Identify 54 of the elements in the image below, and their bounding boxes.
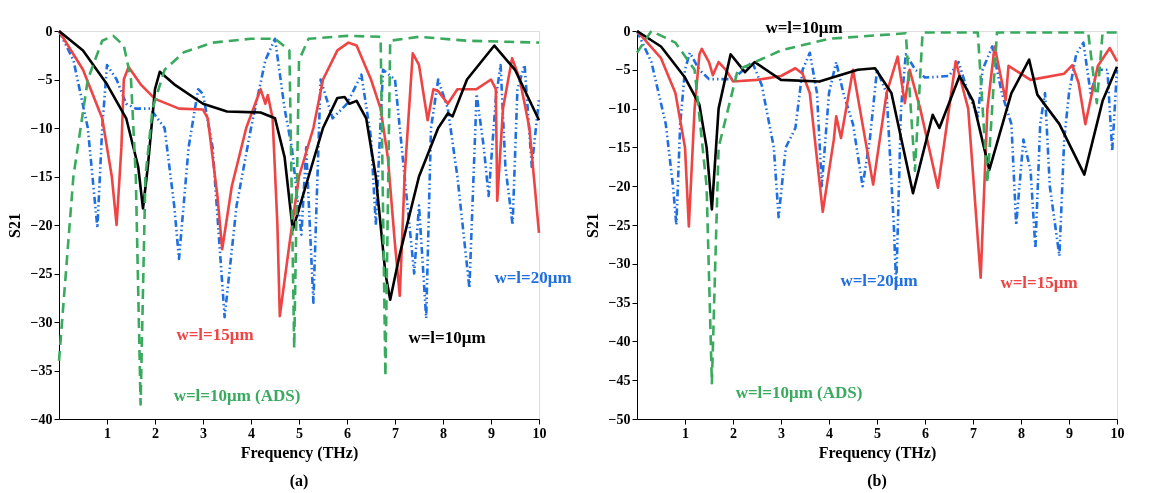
x-tick-label: 6 (344, 425, 351, 441)
series-label: w=l=20μm (840, 271, 918, 290)
x-tick-label: 4 (826, 425, 833, 441)
y-tick-label: −35 (30, 363, 53, 378)
x-tick-label: 1 (682, 425, 689, 441)
x-tick-label: 9 (1066, 425, 1073, 441)
x-tick-label: 2 (730, 425, 737, 441)
x-tick-label: 8 (1018, 425, 1025, 441)
y-tick-label: −15 (30, 169, 53, 184)
y-tick-label: −15 (608, 139, 631, 155)
y-tick-label: −20 (608, 178, 631, 194)
x-tick-label: 2 (152, 425, 159, 441)
y-tick-label: −50 (608, 411, 631, 427)
y-tick-label: −45 (608, 372, 631, 388)
y-tick-label: −5 (37, 72, 53, 87)
y-tick-label: 0 (45, 23, 53, 39)
y-axis-title: S21 (583, 213, 601, 238)
x-tick-label: 3 (200, 425, 207, 441)
x-tick-label: 9 (488, 425, 495, 441)
x-tick-label: 10 (1110, 425, 1125, 441)
y-axis-title: S21 (5, 213, 23, 238)
series-label: w=l=10μm (765, 18, 843, 37)
text: (a) (289, 472, 309, 490)
y-tick-label: −40 (608, 333, 631, 349)
x-tick-label: 5 (874, 425, 881, 441)
x-tick-label: 6 (922, 425, 929, 441)
y-tick-label: −25 (30, 266, 53, 281)
x-tick-label: 10 (532, 425, 547, 441)
y-tick-label: −20 (30, 217, 53, 233)
x-tick-label: 4 (248, 425, 255, 441)
series-label: w=l=15μm (1000, 273, 1078, 292)
x-axis-title: Frequency (THz) (818, 443, 937, 462)
x-tick-label: 3 (778, 425, 785, 441)
series-label: w=l=10μm (ADS) (735, 383, 863, 402)
x-tick-label: 1 (104, 425, 111, 441)
y-tick-label: −25 (608, 217, 631, 233)
y-tick-label: −10 (608, 101, 631, 117)
series-label: w=l=20μm (494, 268, 572, 287)
y-tick-label: −30 (608, 256, 631, 272)
y-tick-label: −40 (30, 411, 53, 427)
x-tick-label: 7 (392, 425, 399, 441)
y-tick-label: −30 (30, 314, 53, 330)
x-tick-label: 8 (440, 425, 447, 441)
x-axis-title: Frequency (THz) (240, 443, 359, 462)
y-tick-label: −5 (615, 62, 631, 78)
x-tick-label: 7 (970, 425, 977, 441)
y-tick-label: −10 (30, 120, 53, 136)
y-tick-label: 0 (623, 23, 631, 39)
series-label: w=l=15μm (176, 325, 254, 344)
x-tick-label: 5 (296, 425, 303, 441)
series-label: w=l=10μm (ADS) (173, 386, 301, 405)
series-label: w=l=10μm (408, 328, 486, 347)
text: (b) (867, 472, 887, 490)
y-tick-label: −35 (608, 295, 631, 311)
